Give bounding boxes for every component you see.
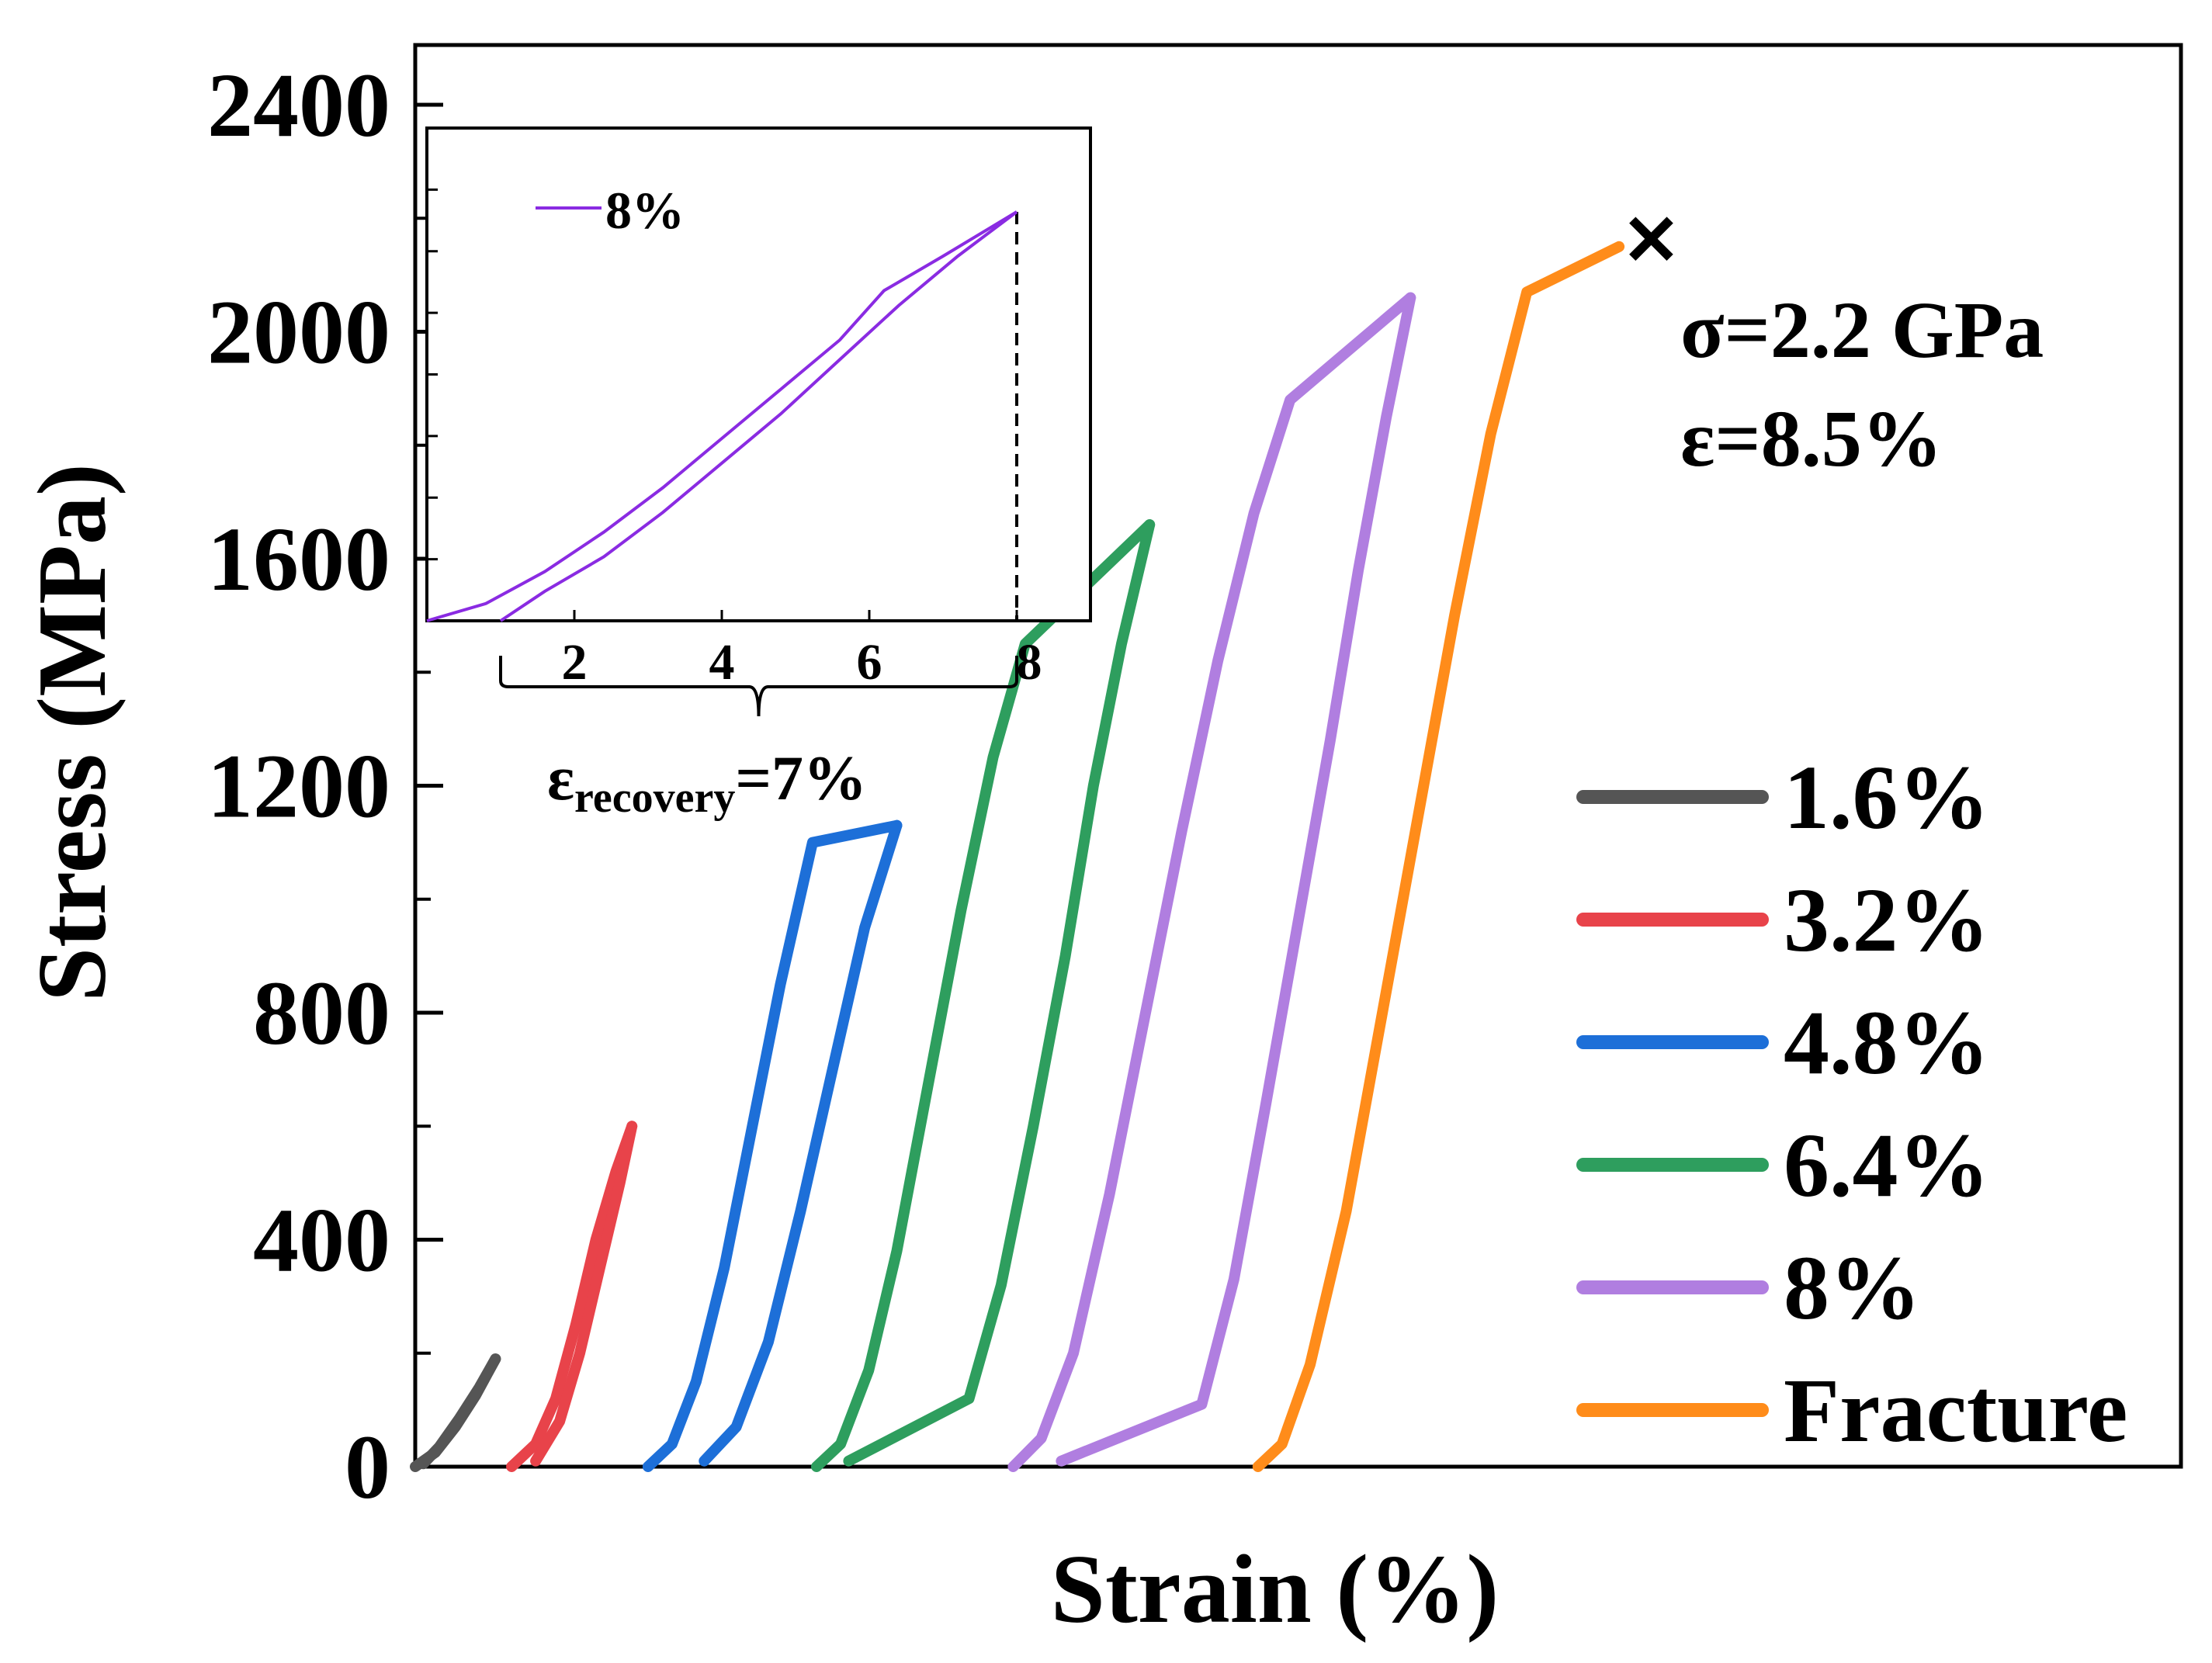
main-plot: 0 400 800 1200 1600 2000 2400 Strain (%) Stress … xyxy=(19,43,2183,1644)
recovery-brace xyxy=(499,656,1018,717)
legend-label: 4.8% xyxy=(1784,992,1990,1093)
legend-label: 3.2% xyxy=(1784,869,1990,971)
inset-frame xyxy=(425,126,1092,622)
inset-plot: 2 4 6 8 8% εrecovery=7% xyxy=(425,126,1092,822)
recovery-label-subscript: recovery xyxy=(574,774,735,822)
series-1-6-unloading-line xyxy=(418,1353,501,1470)
stress-annotation: σ=2.2 GPa xyxy=(1680,286,2044,375)
y-tick-label: 1600 xyxy=(207,508,390,610)
y-tick-label: 800 xyxy=(253,962,390,1064)
plot-frame xyxy=(413,43,2183,1469)
fracture-marker: ✕ xyxy=(1622,203,1680,280)
series-Fracture-loading-line xyxy=(1252,241,1625,1472)
recovery-label: εrecovery=7% xyxy=(547,743,867,822)
inset-loading-line xyxy=(426,210,1018,622)
legend-label: Fracture xyxy=(1784,1360,2127,1461)
series-8-unloading-line xyxy=(1056,292,1416,1467)
y-axis-title: Stress (MPa) xyxy=(19,463,127,1002)
series-3-2-unloading-line xyxy=(530,1121,638,1467)
series-8-loading-line xyxy=(1007,292,1416,1472)
inset-x-tick-label: 2 xyxy=(562,634,588,691)
legend-label: 6.4% xyxy=(1784,1114,1990,1216)
y-tick-label: 1200 xyxy=(207,736,390,837)
recovery-label-symbol: ε xyxy=(547,743,574,813)
legend-label: 8% xyxy=(1784,1237,1921,1339)
inset-legend-label: 8% xyxy=(605,181,685,240)
y-tick-label: 2400 xyxy=(207,54,390,156)
x-axis-title: Strain (%) xyxy=(1051,1536,1499,1644)
inset-x-tick-label: 8 xyxy=(1017,634,1042,691)
series-6-4-loading-line xyxy=(811,519,1156,1472)
inset-x-tick-label: 6 xyxy=(857,634,882,691)
series-3-2-loading-line xyxy=(506,1121,638,1472)
inset-x-tick-label: 4 xyxy=(709,634,735,691)
y-tick-label: 400 xyxy=(253,1190,390,1291)
series-4-8-loading-line xyxy=(642,819,903,1472)
series-4-8-unloading-line xyxy=(699,819,903,1467)
y-tick-label: 2000 xyxy=(207,282,390,383)
recovery-label-value: =7% xyxy=(735,743,867,813)
inset-unloading-line xyxy=(499,210,1018,622)
legend-label: 1.6% xyxy=(1784,747,1990,848)
strain-annotation: ε=8.5% xyxy=(1680,394,1943,483)
y-tick-label: 0 xyxy=(345,1416,390,1518)
series-6-4-unloading-line xyxy=(843,519,1156,1467)
